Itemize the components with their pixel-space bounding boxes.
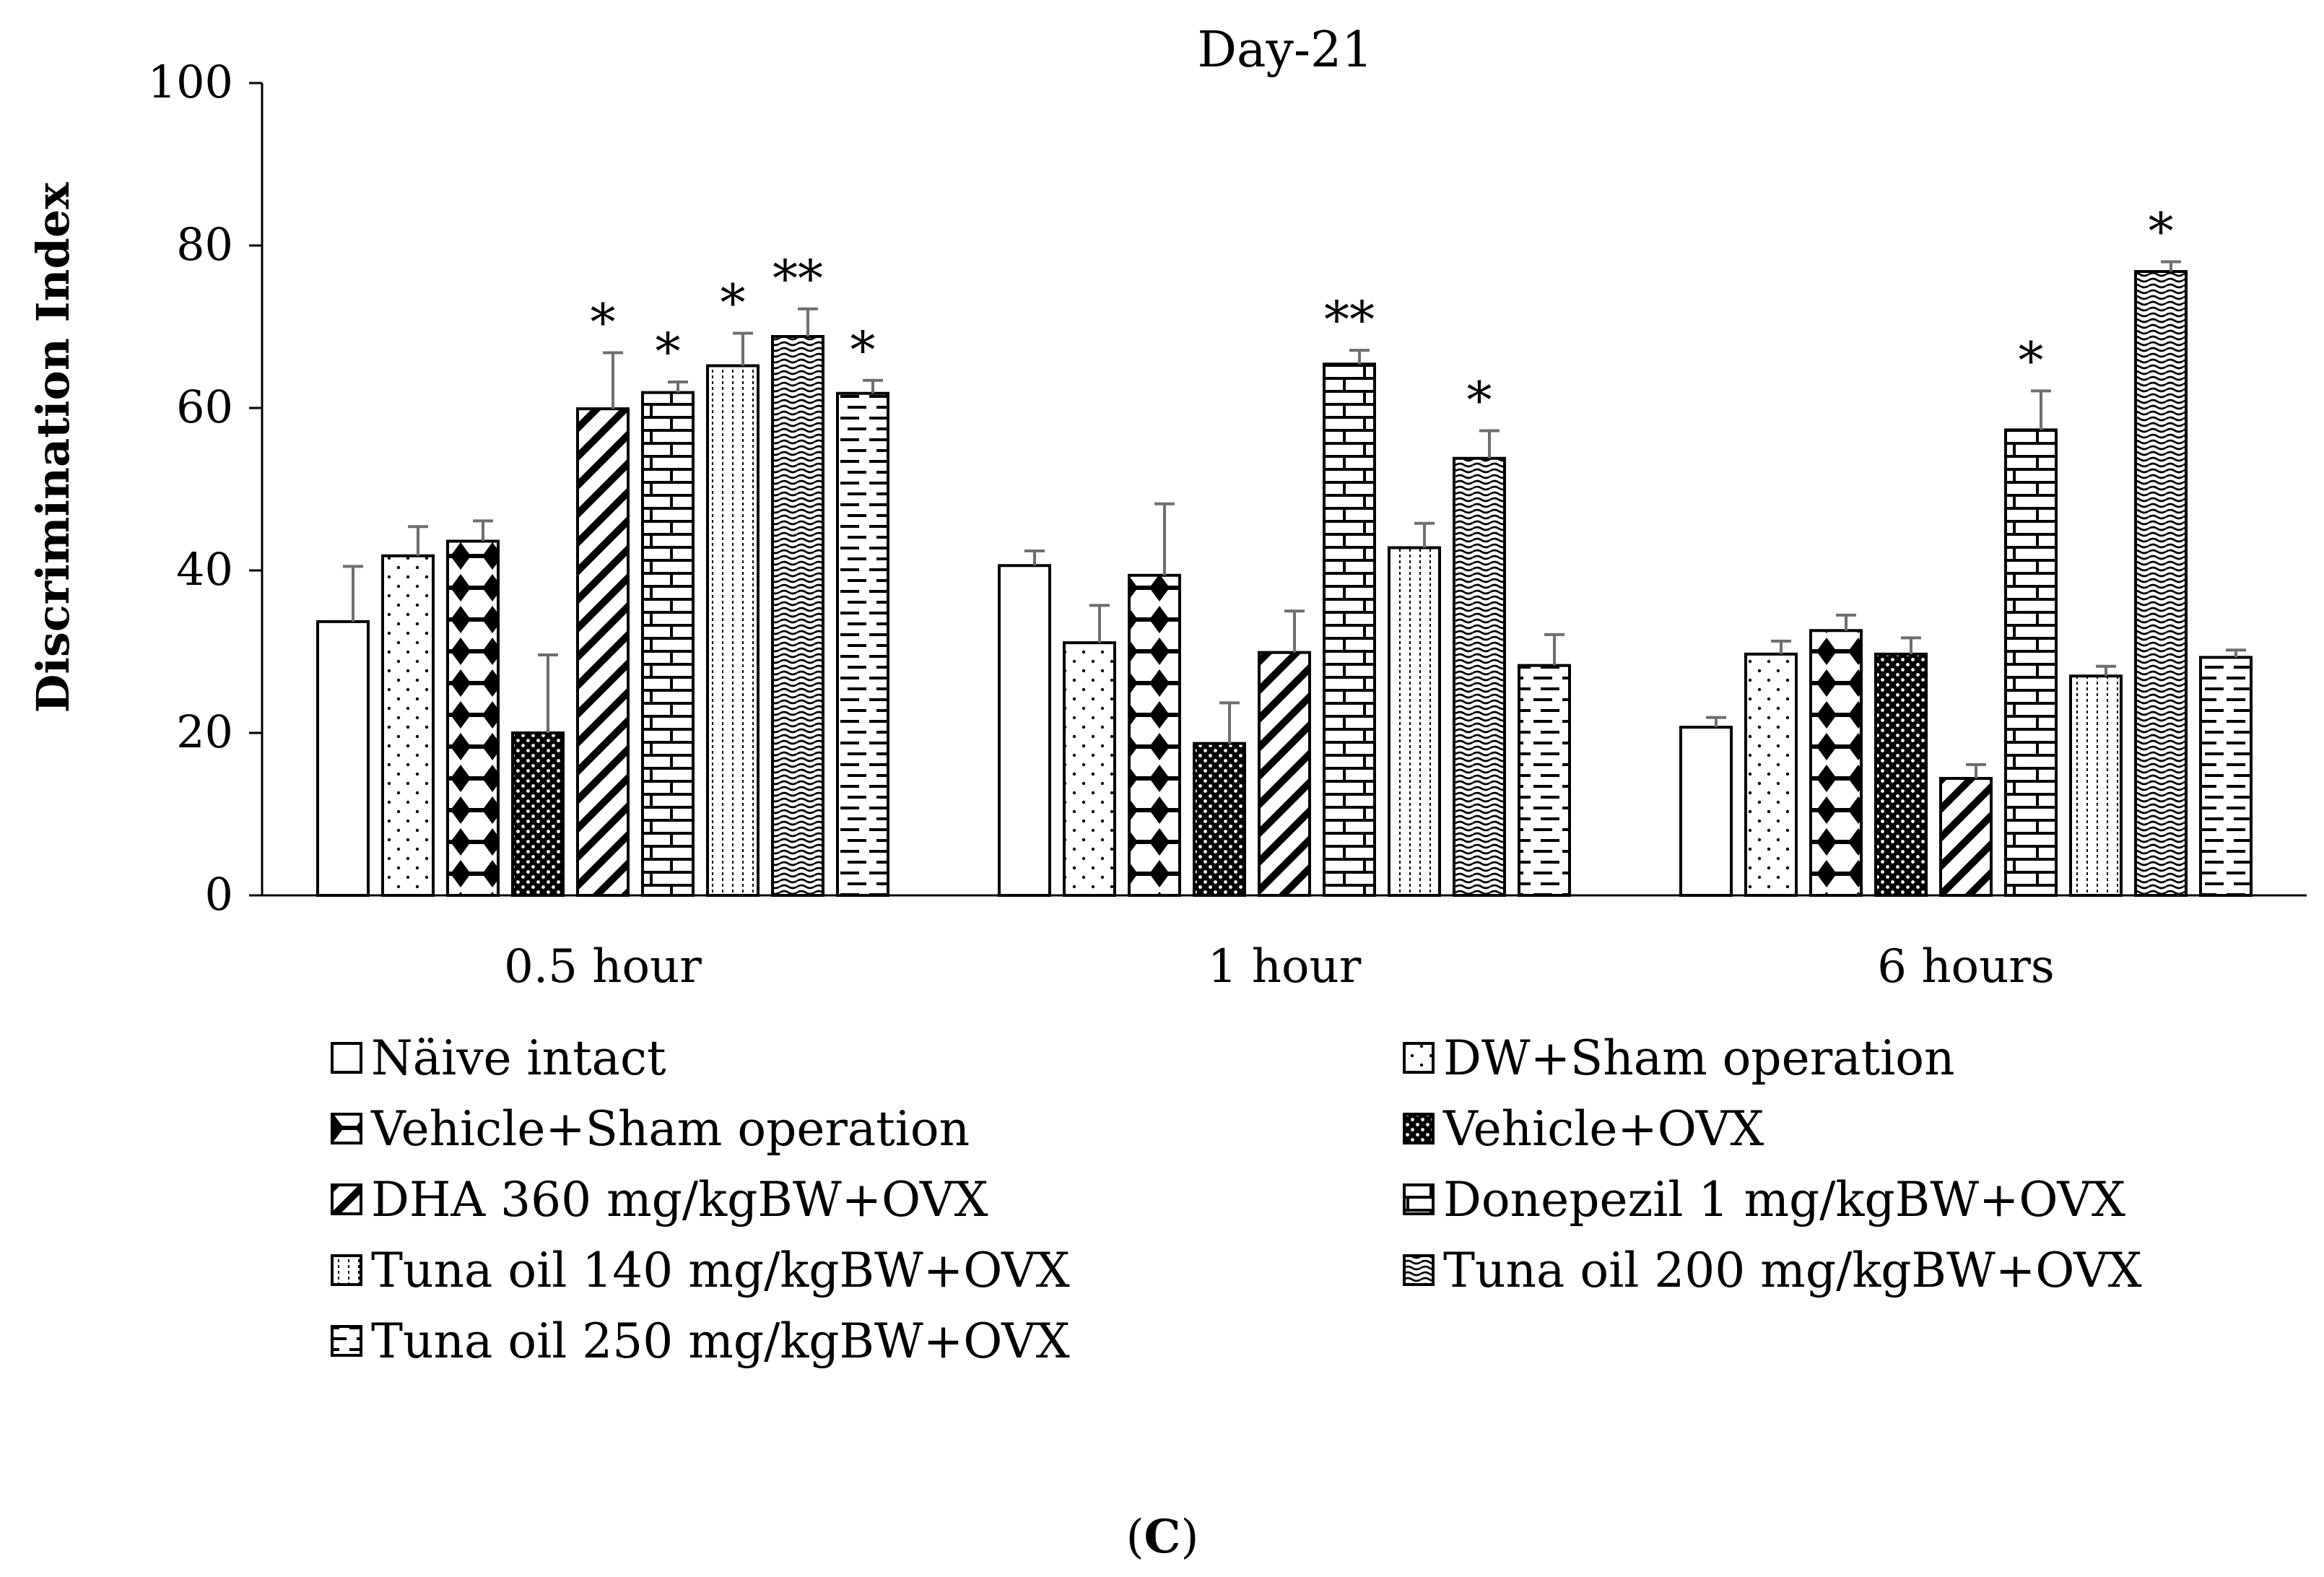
significance-label: **	[773, 249, 823, 308]
bar	[2069, 674, 2123, 897]
bar	[1453, 456, 1506, 897]
y-tick-label: 60	[176, 381, 233, 433]
bar	[2199, 656, 2253, 897]
bar	[2134, 270, 2188, 897]
bar	[1323, 362, 1376, 897]
bar	[1258, 651, 1311, 897]
legend-swatch	[331, 1183, 362, 1215]
legend-swatch	[1403, 1113, 1435, 1144]
bar	[836, 391, 889, 897]
bar	[446, 539, 500, 897]
bars	[316, 270, 2253, 897]
bar	[1809, 629, 1863, 897]
legend-label: DW+Sham operation	[1443, 1030, 1955, 1086]
legend-label: Vehicle+OVX	[1442, 1101, 1764, 1157]
significance-label: *	[850, 321, 876, 380]
bar	[1193, 742, 1246, 897]
legend-swatch	[1403, 1254, 1435, 1286]
legend-swatch	[331, 1254, 362, 1286]
bar	[1939, 777, 1993, 897]
error-bars	[343, 260, 2246, 778]
significance-label: *	[721, 274, 746, 333]
significance-markers: * ** ********	[591, 202, 2174, 430]
legend-label: Tuna oil 140 mg/kgBW+OVX	[371, 1243, 1070, 1298]
bar	[381, 554, 435, 897]
legend-label: DHA 360 mg/kgBW+OVX	[371, 1172, 988, 1228]
panel-label: (C)	[1126, 1510, 1199, 1564]
legend-swatch	[331, 1325, 362, 1357]
panel-label-letter: C	[1144, 1510, 1181, 1564]
legend-swatch	[1403, 1183, 1435, 1215]
legend-label: Donepezil 1 mg/kgBW+OVX	[1443, 1172, 2125, 1228]
significance-label: *	[591, 293, 616, 352]
legend-swatch	[331, 1113, 362, 1144]
bar	[2004, 428, 2058, 897]
legend-label: Vehicle+Sham operation	[370, 1101, 970, 1157]
significance-label: **	[1324, 290, 1375, 349]
y-tick-label: 100	[148, 56, 233, 108]
legend-label: Tuna oil 200 mg/kgBW+OVX	[1443, 1243, 2142, 1298]
legend-label: Tuna oil 250 mg/kgBW+OVX	[371, 1313, 1070, 1369]
bar	[641, 391, 695, 897]
bar	[1128, 573, 1181, 897]
chart-title: Day-21	[1198, 22, 1373, 79]
y-tick-label: 20	[176, 705, 233, 758]
y-tick-label: 0	[205, 868, 233, 921]
y-ticks: 0 20 40 60 80 100	[148, 56, 262, 921]
bar	[576, 407, 630, 897]
legend: Näive intact DW+Sham operation Vehicle+Sha…	[331, 1030, 2142, 1369]
bar	[1388, 546, 1441, 897]
bar	[1518, 664, 1571, 897]
legend-swatch	[331, 1042, 362, 1074]
bar	[998, 564, 1051, 897]
category-labels: 0.5 hour 1 hour 6 hours	[504, 940, 2055, 994]
significance-label: *	[2149, 202, 2174, 261]
y-tick-label: 80	[176, 218, 233, 271]
bar	[316, 620, 370, 897]
bar	[771, 335, 824, 897]
bar	[511, 731, 565, 897]
bar	[1874, 652, 1928, 897]
category-label: 0.5 hour	[504, 940, 702, 994]
category-label: 1 hour	[1208, 940, 1362, 994]
legend-label: Näive intact	[371, 1030, 666, 1086]
significance-label: *	[656, 322, 681, 381]
bar	[1744, 652, 1798, 897]
y-axis-label: Discrimination Index	[27, 182, 79, 713]
y-tick-label: 40	[176, 543, 233, 596]
bar	[1063, 641, 1116, 897]
significance-label: *	[2019, 331, 2044, 390]
significance-label: *	[1467, 371, 1492, 430]
bar	[1679, 726, 1733, 897]
bar	[706, 364, 760, 897]
category-label: 6 hours	[1877, 940, 2054, 994]
legend-swatch	[1403, 1042, 1435, 1074]
